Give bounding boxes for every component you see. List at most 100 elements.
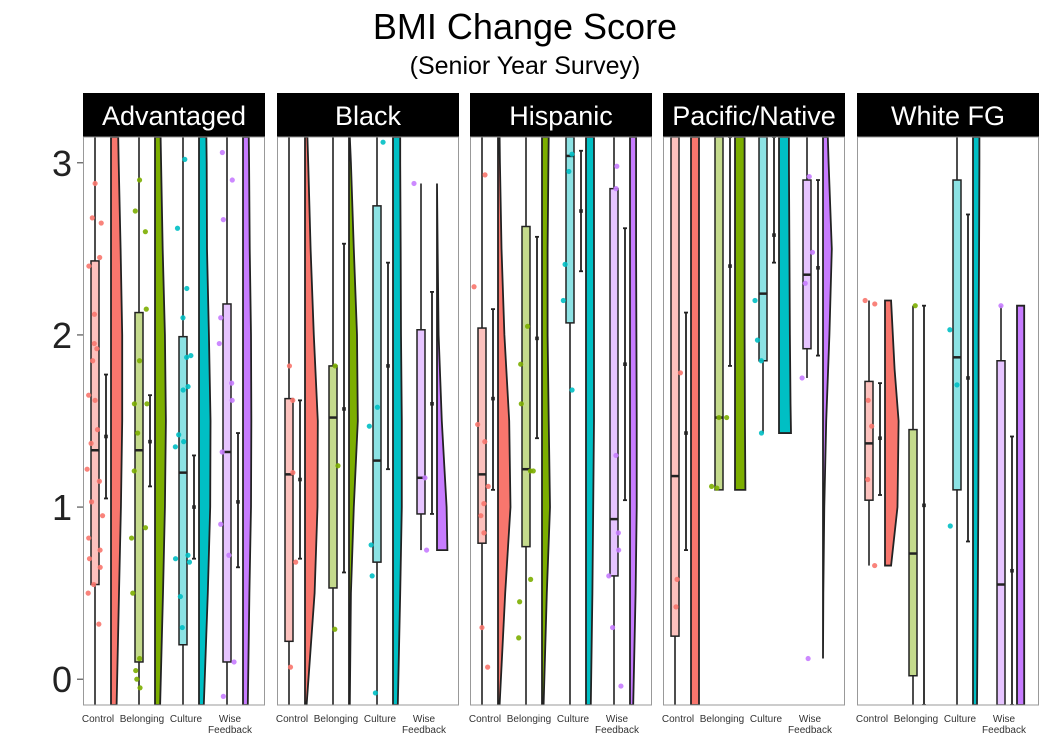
panel-border xyxy=(470,136,652,706)
data-point xyxy=(85,590,91,596)
data-point xyxy=(96,478,102,484)
mean-point xyxy=(1010,568,1014,573)
data-point xyxy=(231,659,237,665)
panel-border xyxy=(663,136,845,706)
data-point xyxy=(569,387,575,393)
data-point xyxy=(369,573,375,579)
data-point xyxy=(566,168,572,175)
data-point xyxy=(481,501,487,507)
x-tick-label: Control xyxy=(469,714,501,725)
data-point xyxy=(218,315,224,321)
y-tick-label: 1 xyxy=(52,487,72,528)
data-point xyxy=(136,177,143,183)
facet-strip xyxy=(857,93,1039,137)
data-point xyxy=(332,363,338,369)
data-point xyxy=(184,354,190,360)
violin-culture xyxy=(392,137,403,705)
data-point xyxy=(229,380,235,386)
data-point xyxy=(218,521,224,527)
data-point xyxy=(216,340,222,347)
data-point xyxy=(380,139,386,145)
data-point xyxy=(517,599,523,605)
data-point xyxy=(475,421,481,428)
data-point xyxy=(485,664,491,670)
data-point xyxy=(809,249,816,255)
mean-point xyxy=(236,500,240,504)
data-point xyxy=(219,449,225,455)
mean-point xyxy=(966,376,970,380)
data-point xyxy=(188,352,194,359)
panel-marks xyxy=(84,137,253,705)
data-point xyxy=(229,177,235,183)
data-point xyxy=(485,483,491,490)
data-point xyxy=(618,683,624,689)
data-point xyxy=(673,604,679,610)
box-body xyxy=(521,225,531,548)
violin-wise-feedback xyxy=(242,137,253,705)
box-body xyxy=(864,380,874,501)
violin-belonging xyxy=(541,137,551,705)
violin-control xyxy=(110,137,124,705)
data-point xyxy=(86,263,92,269)
data-point xyxy=(89,215,95,221)
data-point xyxy=(516,635,522,641)
data-point xyxy=(136,358,143,364)
mean-point xyxy=(342,407,346,411)
data-point xyxy=(226,552,232,558)
data-point xyxy=(185,552,191,558)
data-point xyxy=(569,151,575,157)
facet-strip-label: Black xyxy=(335,101,402,131)
data-point xyxy=(613,452,619,459)
violin-control xyxy=(497,137,512,705)
data-point xyxy=(518,401,524,407)
facet-strip xyxy=(83,93,265,137)
data-point xyxy=(185,383,191,390)
data-point xyxy=(133,667,139,674)
box-body xyxy=(758,137,768,362)
facet-panel-2: Hispanic Control Belonging Culture WiseFeedb… xyxy=(469,93,652,736)
data-point xyxy=(802,280,808,286)
y-tick-label: 0 xyxy=(52,659,72,700)
facet-strip xyxy=(470,93,652,137)
violin-culture xyxy=(778,137,792,434)
data-point xyxy=(613,186,619,192)
violin-culture xyxy=(972,137,981,705)
data-point xyxy=(998,303,1004,309)
x-tick-label: Wise xyxy=(993,714,1016,725)
violin-belonging xyxy=(734,137,747,491)
mean-point xyxy=(623,362,627,366)
data-point xyxy=(181,439,187,445)
data-point xyxy=(912,303,918,309)
data-point xyxy=(616,547,622,553)
facet-strip-label: Pacific/Native xyxy=(672,101,836,131)
data-point xyxy=(479,624,485,631)
violin-belonging xyxy=(154,137,167,705)
x-tick-label: Wise xyxy=(413,714,436,725)
mean-point xyxy=(728,264,732,268)
box-body xyxy=(222,303,232,663)
panel-marks xyxy=(471,137,638,705)
mean-point xyxy=(298,477,302,482)
data-point xyxy=(947,327,953,333)
data-point xyxy=(131,401,138,407)
data-point xyxy=(94,427,101,433)
data-point xyxy=(805,655,811,662)
mean-point xyxy=(922,503,926,508)
y-tick-label: 2 xyxy=(52,315,72,356)
data-point xyxy=(186,559,193,565)
x-tick-label: Feedback xyxy=(788,725,833,736)
data-point xyxy=(91,311,98,317)
data-point xyxy=(86,535,92,541)
mean-point xyxy=(386,364,390,368)
data-point xyxy=(99,513,106,519)
facet-strip-label: Advantaged xyxy=(102,101,246,131)
data-point xyxy=(293,559,299,565)
data-point xyxy=(528,576,534,582)
data-point xyxy=(220,693,226,699)
x-tick-label: Culture xyxy=(557,714,590,725)
mean-point xyxy=(104,434,108,439)
data-point xyxy=(482,439,488,445)
